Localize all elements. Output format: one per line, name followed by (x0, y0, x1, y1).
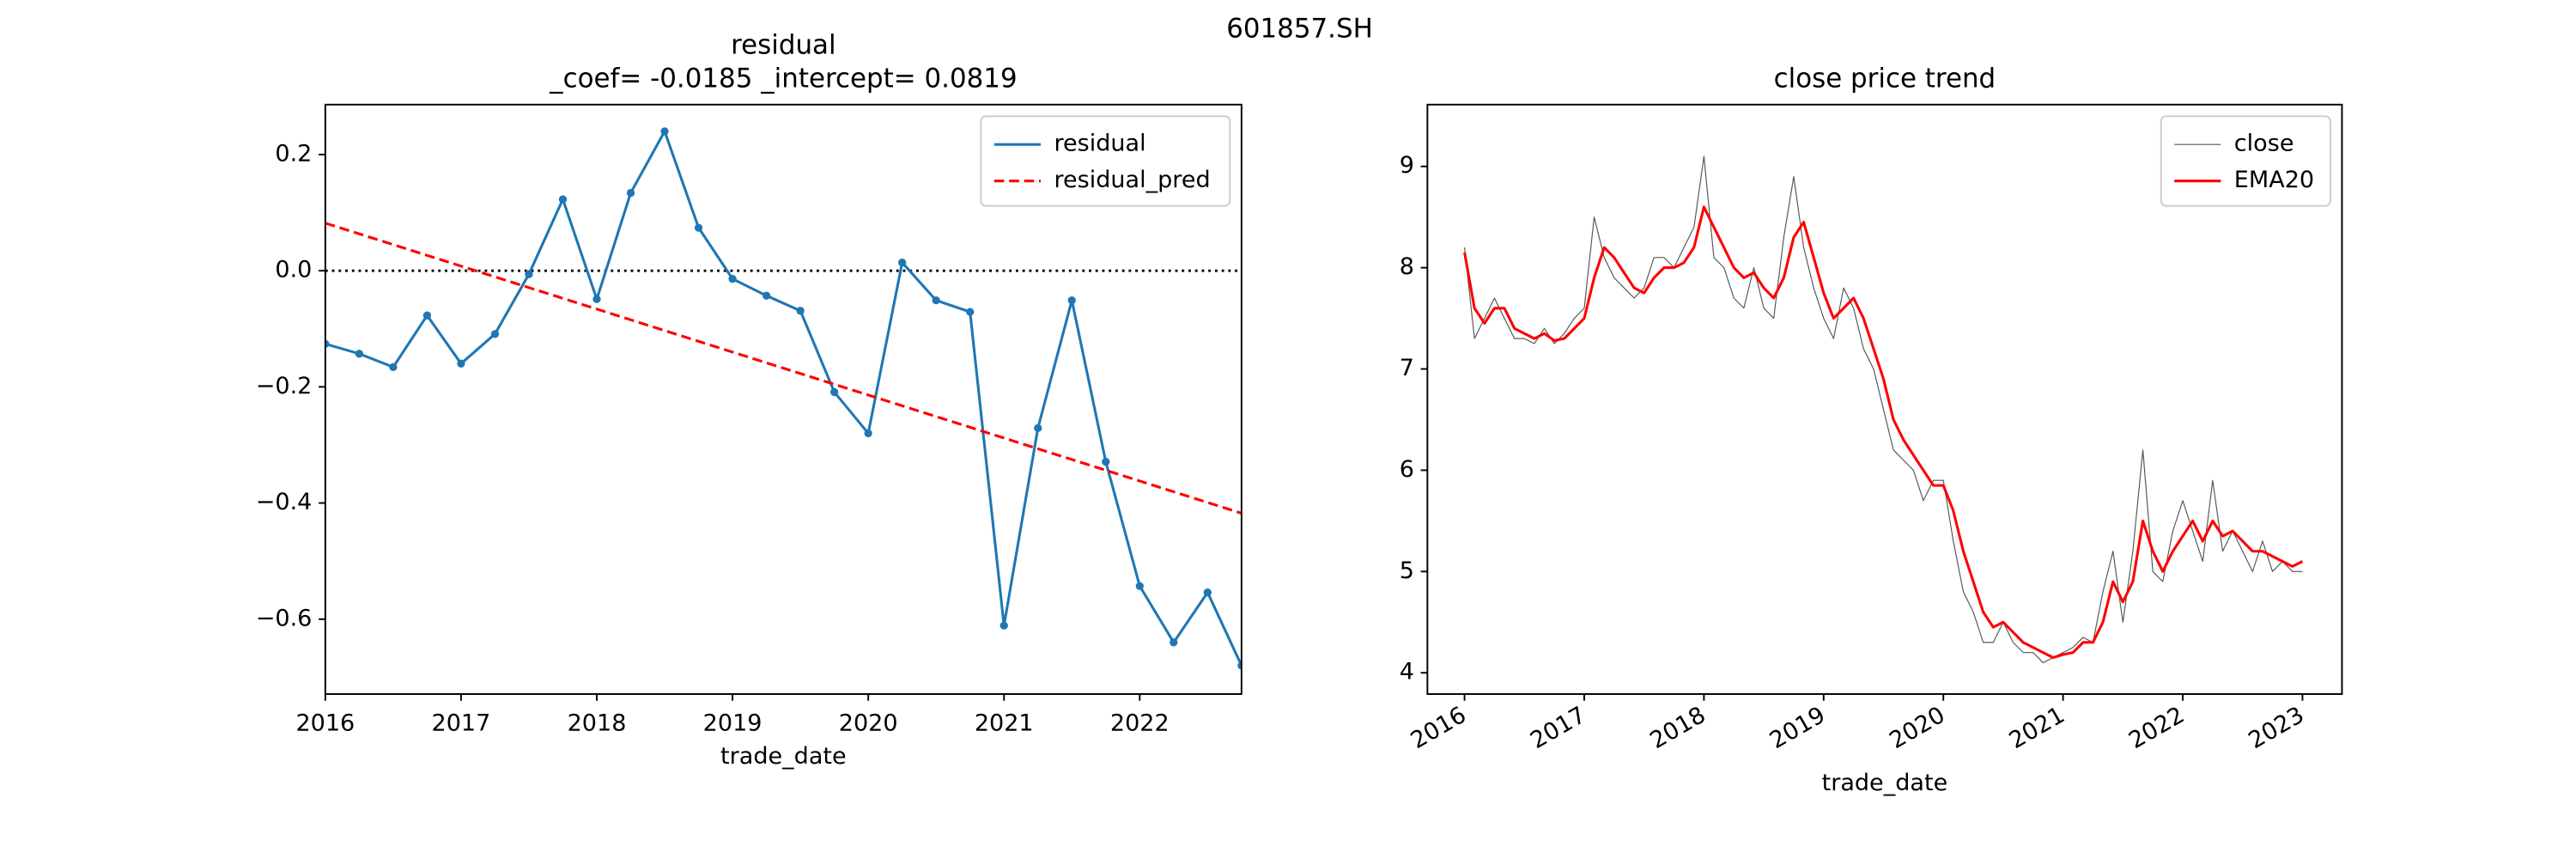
data-point (999, 621, 1008, 630)
y-tick-label: 5 (1400, 557, 1414, 584)
data-point (457, 359, 465, 368)
y-tick-label: 8 (1400, 253, 1414, 280)
data-point (728, 274, 737, 283)
data-point (864, 429, 872, 438)
legend-label: residual (1054, 131, 1145, 157)
data-point (796, 307, 805, 315)
data-point (660, 127, 669, 136)
y-tick-label: −0.6 (256, 605, 313, 631)
y-tick-label: −0.4 (256, 489, 313, 515)
y-tick-label: 0.0 (275, 257, 312, 283)
series-line (325, 222, 1242, 515)
data-point (932, 295, 940, 305)
data-point (325, 339, 330, 348)
data-point (1034, 423, 1042, 432)
plot-area (325, 127, 1242, 670)
legend-label: EMA20 (2234, 167, 2314, 193)
x-tick-label: 2022 (1110, 710, 1170, 736)
chart-title: _coef= -0.0185 _intercept= 0.0819 (549, 63, 1017, 94)
axes-frame (1426, 103, 2343, 695)
chart-title: residual (731, 30, 835, 61)
x-tick-label: 2018 (568, 710, 627, 736)
chart-title: close price trend (1774, 63, 1996, 94)
data-point (490, 330, 500, 338)
legend-box (2160, 115, 2331, 207)
figure-title: 601857.SH (1226, 13, 1373, 44)
data-point (355, 350, 364, 358)
x-tick-label: 2019 (703, 710, 762, 736)
data-point (1170, 638, 1178, 647)
data-point (389, 362, 398, 372)
legend-label: close (2234, 131, 2294, 157)
data-point (966, 308, 975, 316)
y-tick-label: 0.2 (275, 140, 312, 167)
y-tick-label: 4 (1400, 659, 1414, 685)
data-point (626, 188, 635, 198)
series-line (1463, 205, 2304, 660)
data-point (1135, 582, 1144, 590)
data-point (1102, 457, 1110, 466)
data-point (592, 295, 601, 303)
plot-area (1463, 155, 2304, 664)
x-tick-label: 2017 (432, 710, 491, 736)
y-tick-label: −0.2 (256, 373, 313, 399)
x-tick-label: 2020 (839, 710, 898, 736)
x-tick-label: 2021 (975, 710, 1034, 736)
y-tick-label: 9 (1400, 152, 1414, 179)
data-point (1203, 588, 1212, 597)
data-point (762, 291, 771, 300)
axes-frame (324, 103, 1242, 695)
data-point (1237, 661, 1242, 670)
series-line (1464, 155, 2303, 664)
data-point (830, 387, 839, 397)
data-point (694, 223, 703, 232)
x-tick-label: 2016 (295, 710, 355, 736)
x-axis-label: trade_date (1822, 770, 1948, 796)
legend-box (980, 115, 1231, 207)
data-point (1067, 295, 1076, 305)
legend-label: residual_pred (1054, 167, 1210, 193)
y-tick-label: 7 (1400, 355, 1414, 381)
data-point (898, 259, 907, 267)
series-line (325, 130, 1242, 667)
data-point (422, 311, 432, 320)
x-axis-label: trade_date (720, 743, 847, 770)
data-point (558, 195, 568, 204)
y-tick-label: 6 (1400, 456, 1414, 483)
data-point (525, 270, 533, 278)
